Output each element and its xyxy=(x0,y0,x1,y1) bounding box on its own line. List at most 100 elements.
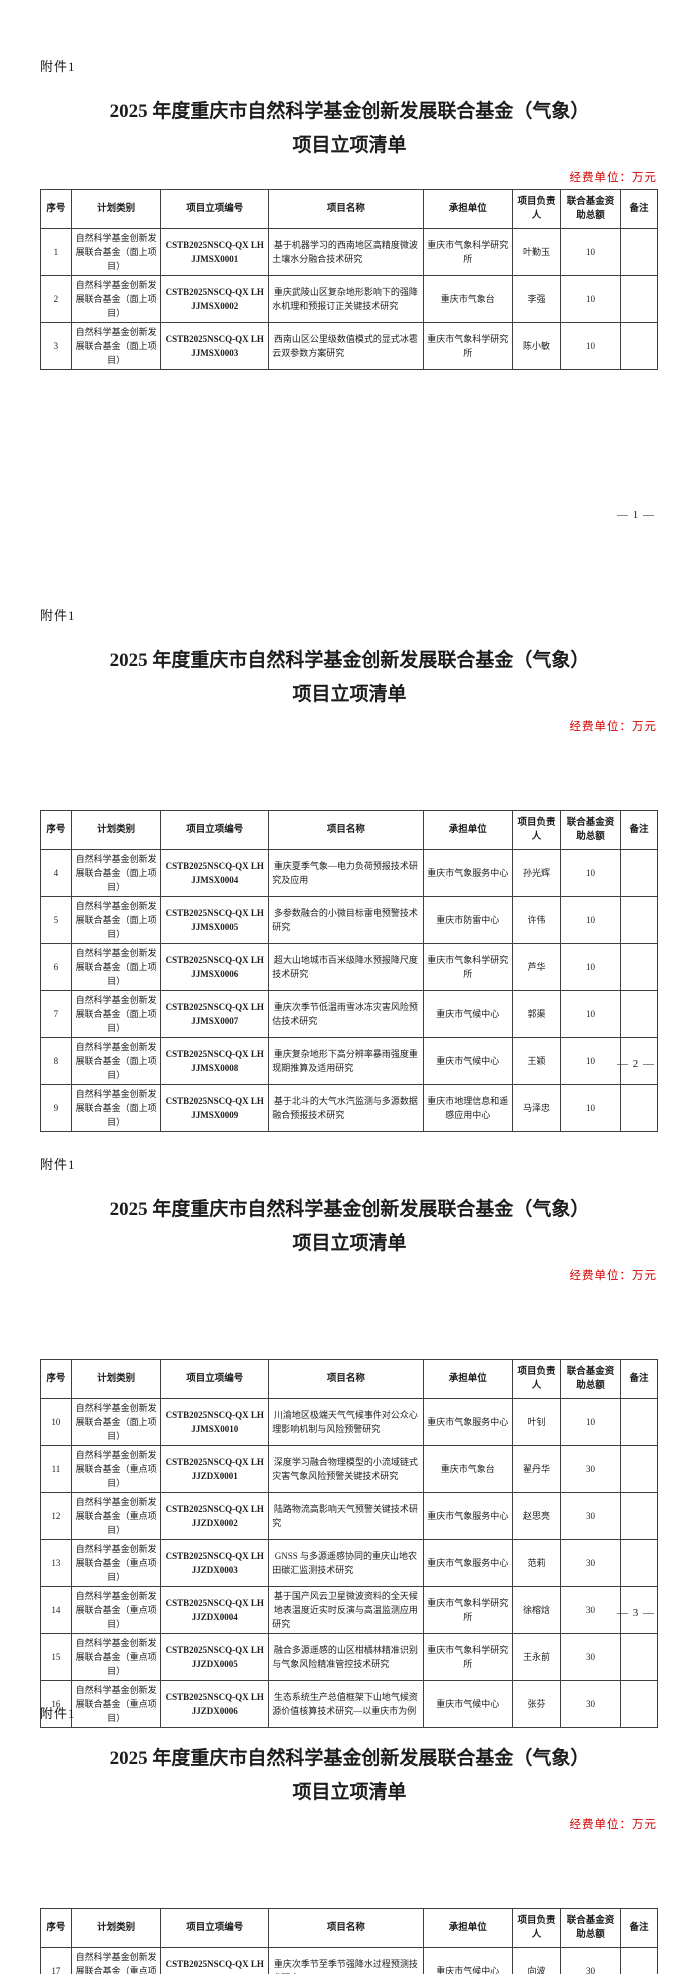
cell-amount: 30 xyxy=(560,1445,621,1494)
column-header-name: 项目名称 xyxy=(268,1359,424,1400)
cell-category: 自然科学基金创新发展联合基金（面上项目） xyxy=(70,849,162,898)
cell-name: 重庆夏季气象—电力负荷预报技术研究及应用 xyxy=(268,849,424,898)
cell-category: 自然科学基金创新发展联合基金（重点项目） xyxy=(70,1492,162,1541)
doc-title-line1: 2025 年度重庆市自然科学基金创新发展联合基金（气象） xyxy=(109,1199,590,1220)
cell-org: 重庆市气象科学研究所 xyxy=(422,1633,513,1682)
column-header-name: 项目名称 xyxy=(268,189,424,230)
cell-code: CSTB2025NSCQ-QX LHJJMSX0004 xyxy=(160,849,270,898)
unit-note: 经费单位：万元 xyxy=(569,1819,657,1832)
cell-seq: 2 xyxy=(40,275,72,324)
cell-note xyxy=(619,1680,659,1729)
column-header-note: 备注 xyxy=(619,189,659,230)
cell-amount: 30 xyxy=(560,1680,621,1729)
cell-seq: 11 xyxy=(40,1445,72,1494)
cell-name: 多参数融合的小微目标雷电预警技术研究 xyxy=(268,896,424,945)
column-header-org: 承担单位 xyxy=(422,810,513,851)
cell-name: 重庆武陵山区复杂地形影响下的强降水机理和预报订正关键技术研究 xyxy=(268,275,424,324)
column-header-seq: 序号 xyxy=(40,810,72,851)
project-row: 6 自然科学基金创新发展联合基金（面上项目） CSTB2025NSCQ-QX LHJ… xyxy=(40,943,659,992)
cell-seq: 5 xyxy=(40,896,72,945)
cell-leader: 翟丹华 xyxy=(511,1445,562,1494)
cell-code: CSTB2025NSCQ-QX LHJJMSX0010 xyxy=(160,1398,270,1447)
cell-code: CSTB2025NSCQ-QX LHJJMSX0006 xyxy=(160,943,270,992)
projects-table: 序号 计划类别 项目立项编号 项目名称 承担单位 项目负责人 联合基金资助总额 备注 4 自然科… xyxy=(40,810,659,1133)
table-header-row: 序号 计划类别 项目立项编号 项目名称 承担单位 项目负责人 联合基金资助总额 备注 xyxy=(40,1908,659,1949)
doc-header: 附件1 2025 年度重庆市自然科学基金创新发展联合基金（气象） 项目立项清单 … xyxy=(0,56,699,185)
column-header-leader: 项目负责人 xyxy=(511,189,562,230)
cell-note xyxy=(619,1633,659,1682)
cell-org: 重庆市气象科学研究所 xyxy=(422,943,513,992)
doc-header: 附件1 2025 年度重庆市自然科学基金创新发展联合基金（气象） 项目立项清单 … xyxy=(0,1154,699,1283)
cell-category: 自然科学基金创新发展联合基金（面上项目） xyxy=(70,228,162,277)
cell-name: 陆路物流高影响天气预警关键技术研究 xyxy=(268,1492,424,1541)
project-row: 12 自然科学基金创新发展联合基金（重点项目） CSTB2025NSCQ-QX LH… xyxy=(40,1492,659,1541)
project-row: 2 自然科学基金创新发展联合基金（面上项目） CSTB2025NSCQ-QX LHJ… xyxy=(40,275,659,324)
page-number: — 3 — xyxy=(617,1607,655,1619)
cell-leader: 向波 xyxy=(511,1947,562,1974)
project-row: 4 自然科学基金创新发展联合基金（面上项目） CSTB2025NSCQ-QX LHJ… xyxy=(40,849,659,898)
cell-leader: 张芬 xyxy=(511,1680,562,1729)
cell-name: 基于机器学习的西南地区高精度微波土壤水分融合技术研究 xyxy=(268,228,424,277)
cell-seq: 1 xyxy=(40,228,72,277)
cell-org: 重庆市气象服务中心 xyxy=(422,1539,513,1588)
document-page: 附件1 2025 年度重庆市自然科学基金创新发展联合基金（气象） 项目立项清单 … xyxy=(0,1703,699,1974)
table-body: 1 自然科学基金创新发展联合基金（面上项目） CSTB2025NSCQ-QX LHJ… xyxy=(40,228,659,371)
attachment-label: 附件1 xyxy=(40,1157,76,1172)
doc-header: 附件1 2025 年度重庆市自然科学基金创新发展联合基金（气象） 项目立项清单 … xyxy=(0,605,699,734)
project-row: 13 自然科学基金创新发展联合基金（重点项目） CSTB2025NSCQ-QX LH… xyxy=(40,1539,659,1588)
cell-seq: 16 xyxy=(40,1680,72,1729)
cell-amount: 30 xyxy=(560,1539,621,1588)
cell-org: 重庆市气象科学研究所 xyxy=(422,1586,513,1635)
cell-amount: 30 xyxy=(560,1586,621,1635)
cell-name: 深度学习融合物理模型的小流域链式灾害气象风险预警关键技术研究 xyxy=(268,1445,424,1494)
cell-note xyxy=(619,228,659,277)
project-row: 9 自然科学基金创新发展联合基金（面上项目） CSTB2025NSCQ-QX LHJ… xyxy=(40,1084,659,1133)
projects-table: 序号 计划类别 项目立项编号 项目名称 承担单位 项目负责人 联合基金资助总额 备注 17 自然… xyxy=(40,1908,659,1974)
cell-code: CSTB2025NSCQ-QX LHJJMSX0007 xyxy=(160,990,270,1039)
project-row: 3 自然科学基金创新发展联合基金（面上项目） CSTB2025NSCQ-QX LHJ… xyxy=(40,322,659,371)
column-header-code: 项目立项编号 xyxy=(160,1359,270,1400)
column-header-code: 项目立项编号 xyxy=(160,1908,270,1949)
cell-seq: 15 xyxy=(40,1633,72,1682)
doc-title-line2: 项目立项清单 xyxy=(292,1233,407,1255)
cell-leader: 许伟 xyxy=(511,896,562,945)
column-header-note: 备注 xyxy=(619,1359,659,1400)
cell-org: 重庆市气象科学研究所 xyxy=(422,228,513,277)
cell-org: 重庆市地理信息和遥感应用中心 xyxy=(422,1084,513,1133)
cell-code: CSTB2025NSCQ-QX LHJJMSX0001 xyxy=(160,228,270,277)
cell-name: 重庆次季节低温雨雪冰冻灾害风险预估技术研究 xyxy=(268,990,424,1039)
cell-code: CSTB2025NSCQ-QX LHJJZDX0005 xyxy=(160,1633,270,1682)
doc-title-line2: 项目立项清单 xyxy=(292,135,407,157)
cell-org: 重庆市气候中心 xyxy=(422,1947,513,1974)
cell-leader: 陈小敏 xyxy=(511,322,562,371)
cell-note xyxy=(619,1492,659,1541)
column-header-org: 承担单位 xyxy=(422,189,513,230)
cell-code: CSTB2025NSCQ-QX LHJJMSX0002 xyxy=(160,275,270,324)
document-page: 附件1 2025 年度重庆市自然科学基金创新发展联合基金（气象） 项目立项清单 … xyxy=(0,605,699,1133)
column-header-note: 备注 xyxy=(619,1908,659,1949)
cell-name: 超大山地城市百米级降水预报降尺度技术研究 xyxy=(268,943,424,992)
cell-note xyxy=(619,849,659,898)
cell-category: 自然科学基金创新发展联合基金（重点项目） xyxy=(70,1445,162,1494)
cell-category: 自然科学基金创新发展联合基金（面上项目） xyxy=(70,896,162,945)
column-header-amount: 联合基金资助总额 xyxy=(560,810,621,851)
column-header-amount: 联合基金资助总额 xyxy=(560,189,621,230)
project-row: 5 自然科学基金创新发展联合基金（面上项目） CSTB2025NSCQ-QX LHJ… xyxy=(40,896,659,945)
cell-amount: 10 xyxy=(560,228,621,277)
projects-table: 序号 计划类别 项目立项编号 项目名称 承担单位 项目负责人 联合基金资助总额 备注 10 自然… xyxy=(40,1359,659,1729)
cell-amount: 10 xyxy=(560,896,621,945)
cell-leader: 徐榕焓 xyxy=(511,1586,562,1635)
project-row: 7 自然科学基金创新发展联合基金（面上项目） CSTB2025NSCQ-QX LHJ… xyxy=(40,990,659,1039)
cell-amount: 10 xyxy=(560,943,621,992)
cell-leader: 赵思亮 xyxy=(511,1492,562,1541)
cell-leader: 叶钊 xyxy=(511,1398,562,1447)
pages-container: 附件1 2025 年度重庆市自然科学基金创新发展联合基金（气象） 项目立项清单 … xyxy=(0,56,699,1974)
cell-code: CSTB2025NSCQ-QX LHJJZDX0003 xyxy=(160,1539,270,1588)
cell-name: 基于北斗的大气水汽监测与多源数据融合预报技术研究 xyxy=(268,1084,424,1133)
cell-note xyxy=(619,1037,659,1086)
cell-amount: 10 xyxy=(560,322,621,371)
cell-seq: 14 xyxy=(40,1586,72,1635)
column-header-leader: 项目负责人 xyxy=(511,810,562,851)
